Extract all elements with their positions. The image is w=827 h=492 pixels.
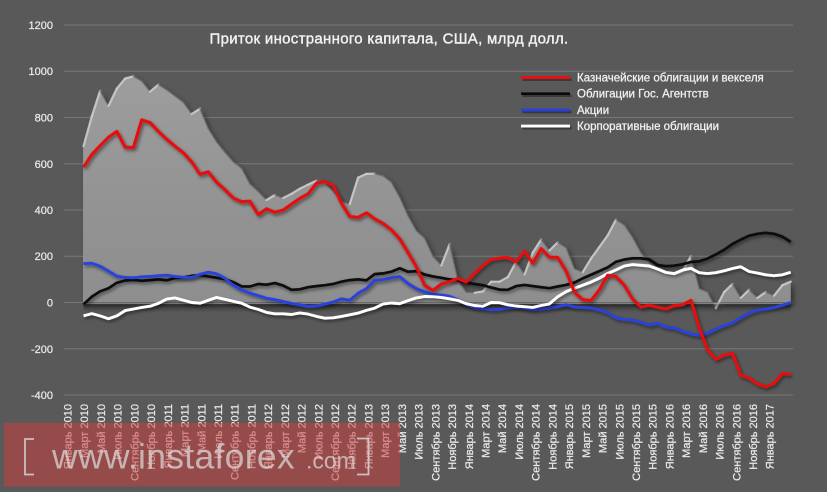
svg-text:400: 400	[35, 205, 53, 217]
svg-text:Июль 2016: Июль 2016	[715, 404, 727, 460]
svg-text:Сентябрь 2015: Сентябрь 2015	[631, 404, 643, 481]
svg-text:Ноябрь 2013: Ноябрь 2013	[447, 404, 459, 470]
svg-text:Ноябрь 2014: Ноябрь 2014	[547, 404, 559, 470]
svg-text:Облигации Гос. Агентств: Облигации Гос. Агентств	[577, 89, 709, 101]
svg-text:1000: 1000	[29, 66, 53, 78]
svg-text:Акции: Акции	[577, 105, 609, 117]
svg-text:0: 0	[47, 298, 53, 310]
svg-text:Июль 2013: Июль 2013	[414, 404, 426, 460]
svg-text:Сентябрь 2013: Сентябрь 2013	[430, 404, 442, 481]
svg-text:Июль 2014: Июль 2014	[514, 404, 526, 460]
svg-text:Приток иностранного капитала,: Приток иностранного капитала, США, млрд …	[210, 31, 569, 48]
svg-text:Июль 2015: Июль 2015	[614, 404, 626, 460]
svg-text:600: 600	[35, 159, 53, 171]
svg-text:Май 2015: Май 2015	[598, 404, 610, 453]
svg-text:-200: -200	[31, 344, 53, 356]
svg-text:200: 200	[35, 251, 53, 263]
svg-text:.com: .com	[306, 448, 356, 474]
svg-text:Корпоративные облигации: Корпоративные облигации	[577, 121, 719, 133]
svg-text:Январь 2017: Январь 2017	[765, 404, 777, 469]
svg-text:Ноябрь 2016: Ноябрь 2016	[748, 404, 760, 470]
svg-text:Март 2015: Март 2015	[581, 404, 593, 458]
svg-text:Май 2014: Май 2014	[497, 404, 509, 453]
svg-text:Сентябрь 2014: Сентябрь 2014	[531, 404, 543, 481]
svg-text:Казначейские облигации и вексе: Казначейские облигации и векселя	[577, 73, 764, 85]
svg-text:Март 2016: Март 2016	[681, 404, 693, 458]
svg-text:1200: 1200	[29, 20, 53, 32]
svg-text:Май 2016: Май 2016	[698, 404, 710, 453]
svg-text:www.instaforex: www.instaforex	[51, 437, 295, 477]
svg-text:Сентябрь 2016: Сентябрь 2016	[731, 404, 743, 481]
svg-text:Январь 2016: Январь 2016	[664, 404, 676, 469]
svg-text:Январь 2014: Январь 2014	[464, 404, 476, 469]
svg-text:-400: -400	[31, 390, 53, 402]
svg-text:Ноябрь 2015: Ноябрь 2015	[648, 404, 660, 470]
svg-text:800: 800	[35, 113, 53, 125]
svg-text:Март 2014: Март 2014	[481, 404, 493, 458]
svg-text:Январь 2015: Январь 2015	[564, 404, 576, 469]
